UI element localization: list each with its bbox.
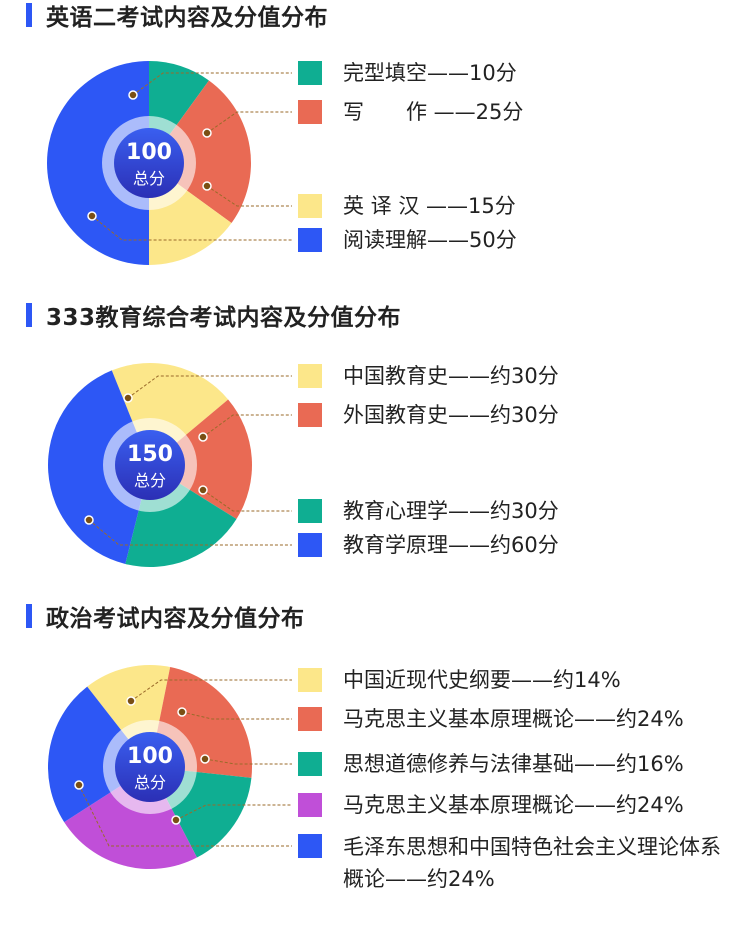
legend-label: 阅读理解——50分 [343,228,517,252]
slice-marker-dot [177,707,187,717]
slice-marker-dot [200,754,210,764]
leader-line [181,711,292,720]
section-title-text: 政治考试内容及分值分布 [46,606,305,632]
leader-line [206,185,292,207]
slice-marker-dot [202,128,212,138]
leader-line [78,784,292,847]
leader-line [91,215,292,241]
legend-label: 中国近现代史纲要——约14% [343,668,621,692]
slice-marker-dot [84,515,94,525]
leader-line [202,489,292,512]
center-total-value: 100 [126,140,172,165]
pie-chart-english: 100 总分 [47,61,292,265]
center-total-value: 100 [127,744,173,769]
pie-slice [47,61,149,265]
leader-line [175,804,292,821]
legend-label: 毛泽东思想和中国特色社会主义理论体系概论——约24% [343,835,721,891]
legend-label: 教育心理学——约30分 [343,499,559,523]
pie-slice [47,686,150,823]
center-total-label: 总分 [134,471,166,490]
legend-swatch [298,752,322,776]
title-accent-bar [26,604,32,628]
pie-chart-education: 150 总分 [48,363,292,568]
leader-line [127,375,292,399]
legend-label: 写 作 ——25分 [343,100,524,124]
legend-swatch [298,707,322,731]
legend-swatch [298,793,322,817]
leader-line [202,414,292,438]
center-disc [115,732,185,802]
slice-marker-dot [202,181,212,191]
section-title-text: 英语二考试内容及分值分布 [46,5,328,31]
legend-swatch [298,61,322,85]
legend-label: 教育学原理——约60分 [343,533,559,557]
section-title-text: 333教育综合考试内容及分值分布 [46,305,402,331]
leader-line [132,72,292,96]
slice-marker-dot [87,211,97,221]
legend-swatch [298,533,322,557]
legend-swatch [298,228,322,252]
title-accent-bar [26,303,32,327]
slice-marker-dot [198,485,208,495]
section-title: 政治考试内容及分值分布 [26,601,305,632]
pie-slice [150,399,252,520]
legend-label: 外国教育史——约30分 [343,403,559,427]
slice-marker-dot [128,90,138,100]
center-total-value: 150 [127,442,173,467]
legend-swatch [298,100,322,124]
leader-line [130,679,292,702]
legend-label: 英 译 汉 ——15分 [343,194,516,218]
leader-line [204,758,292,765]
legend-label: 马克思主义基本原理概论——约24% [343,793,684,817]
section-title: 333教育综合考试内容及分值分布 [26,300,402,331]
pie-slice [64,767,197,870]
leader-line [206,111,292,134]
legend-swatch [298,668,322,692]
pie-slice [48,370,150,564]
legend-swatch [298,499,322,523]
pie-chart-politics: 100 总分 [47,665,292,870]
slice-marker-dot [171,815,181,825]
slice-marker-dot [198,432,208,442]
slice-marker-dot [123,393,133,403]
legend-swatch [298,364,322,388]
legend-label: 完型填空——10分 [343,61,517,85]
slice-marker-dot [74,780,84,790]
center-total-label: 总分 [133,169,165,188]
slice-marker-dot [126,696,136,706]
legend-label: 马克思主义基本原理概论——约24% [343,707,684,731]
section-title: 英语二考试内容及分值分布 [26,0,328,31]
center-total-label: 总分 [134,773,166,792]
legend-swatch [298,403,322,427]
pie-slice [149,80,251,223]
legend-label: 思想道德修养与法律基础——约16% [343,752,684,776]
center-disc [115,430,185,500]
title-accent-bar [26,3,32,27]
legend-swatch [298,194,322,218]
center-disc [114,128,184,198]
legend-swatch [298,834,322,858]
legend-label: 中国教育史——约30分 [343,364,559,388]
